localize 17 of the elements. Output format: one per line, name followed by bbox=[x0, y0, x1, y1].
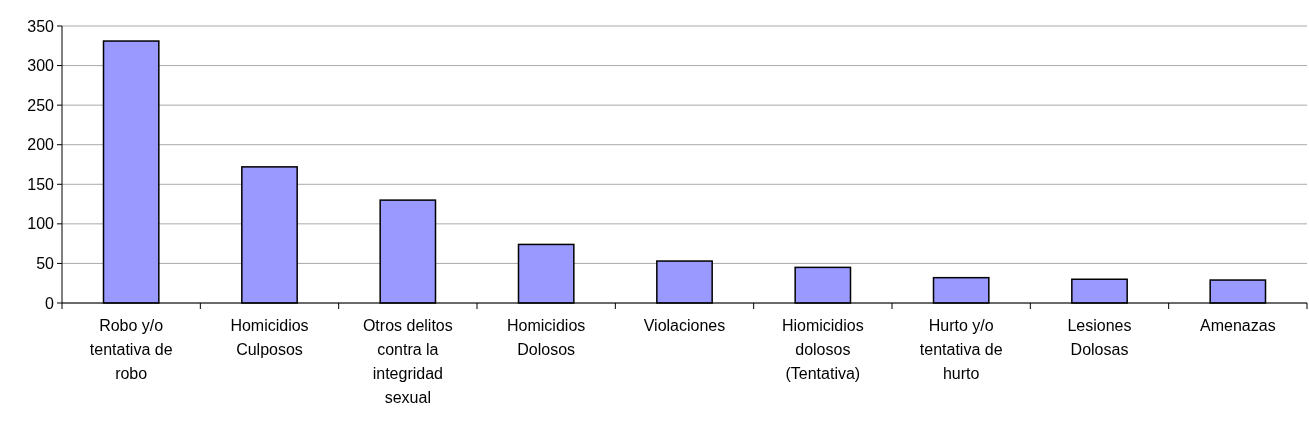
x-tick-label: Violaciones bbox=[643, 317, 726, 334]
x-tick-label: Otros delitos contra la integridad sexual bbox=[362, 317, 453, 406]
y-tick-label: 150 bbox=[27, 175, 55, 193]
y-tick-label: 350 bbox=[27, 17, 55, 35]
y-tick-label: 0 bbox=[45, 294, 55, 312]
x-tick-label: Hurto y/o tentativa de hurto bbox=[919, 317, 1003, 382]
x-tick-label: Amenazas bbox=[1200, 317, 1276, 334]
x-tick-label: Homicidios Culposos bbox=[230, 317, 309, 358]
x-tick-label: Hiomicidios dolosos (Tentativa) bbox=[781, 317, 864, 382]
x-tick-label: Homicidios Dolosos bbox=[507, 317, 586, 358]
x-tick-label: Lesiones Dolosas bbox=[1067, 317, 1132, 358]
y-tick-label: 300 bbox=[27, 57, 55, 75]
y-tick-label: 50 bbox=[36, 255, 55, 273]
y-tick-label: 250 bbox=[27, 96, 55, 114]
y-tick-label: 200 bbox=[27, 136, 55, 154]
y-tick-label: 100 bbox=[27, 215, 55, 233]
x-tick-label: Robo y/o tentativa de robo bbox=[89, 317, 173, 382]
